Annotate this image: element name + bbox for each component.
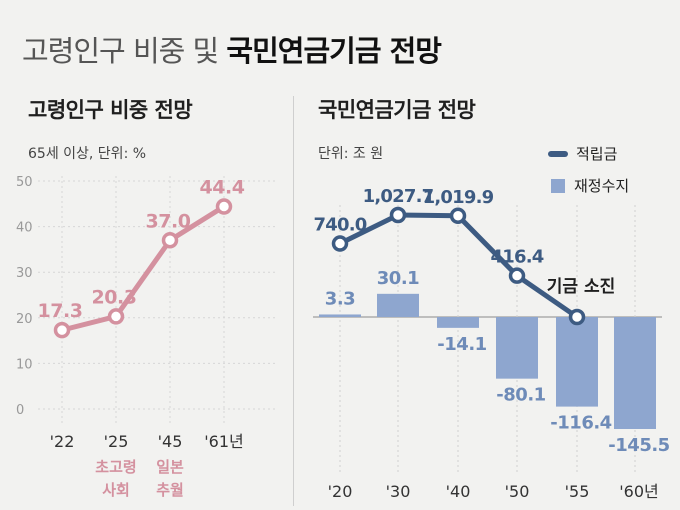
right-bar [556, 317, 598, 407]
right-xtick-label: '60년 [619, 482, 658, 501]
left-data-point [161, 232, 179, 249]
right-line-label: 1,027.7 [363, 186, 434, 207]
left-data-point [215, 198, 233, 215]
left-data-point [107, 308, 125, 325]
left-annotation: 일본 [156, 458, 184, 476]
left-data-label: 37.0 [146, 210, 191, 232]
right-bar-label: 3.3 [325, 288, 355, 309]
left-data-point [53, 321, 71, 339]
right-xtick-label: '55 [565, 482, 590, 501]
right-line-label: 416.4 [491, 247, 544, 268]
right-bar-label: -116.4 [550, 413, 611, 434]
right-data-point [389, 206, 407, 224]
left-annotation: 사회 [102, 481, 130, 499]
right-data-point [331, 235, 349, 252]
right-bar [377, 293, 419, 317]
left-ytick-label: 50 [16, 175, 33, 190]
left-xtick-label: '25 [104, 432, 129, 451]
legend-line-swatch [548, 150, 568, 157]
right-panel-unit: 단위: 조 원 [318, 146, 384, 162]
legend-bar-label: 재정수지 [574, 177, 630, 195]
left-panel-title: 고령인구 비중 전망 [28, 98, 193, 122]
left-xtick-label: '45 [158, 432, 183, 451]
left-ytick-label: 40 [16, 221, 33, 236]
right-bar [496, 317, 538, 379]
legend-item-bar: 재정수지 [548, 175, 629, 196]
left-data-label: 17.3 [38, 300, 83, 322]
left-series-line [61, 204, 226, 333]
right-data-point [449, 207, 467, 225]
main-title-light: 고령인구 비중 및 [22, 34, 219, 68]
right-bar-label: -80.1 [496, 385, 545, 406]
panel-divider [293, 96, 294, 506]
left-ytick-label: 0 [16, 403, 24, 418]
right-bar [437, 317, 479, 328]
right-bar-label: 30.1 [377, 268, 419, 289]
left-data-label: 44.4 [200, 177, 245, 199]
right-xtick-label: '30 [386, 482, 411, 501]
right-bar [319, 314, 361, 317]
right-panel-title: 국민연금기금 전망 [318, 98, 476, 122]
left-xtick-label: '61년 [204, 432, 243, 451]
left-annotation: 초고령 [95, 458, 136, 476]
right-bar-label: -14.1 [437, 334, 486, 355]
right-bar [614, 317, 656, 429]
left-annotation: 추월 [156, 481, 184, 499]
right-bar-label: -145.5 [608, 435, 669, 456]
legend-bar-swatch [551, 178, 565, 193]
left-xtick-label: '22 [50, 432, 75, 451]
legend-line-label: 적립금 [576, 145, 618, 163]
left-ytick-label: 20 [16, 312, 33, 327]
legend-item-line: 적립금 [548, 143, 617, 164]
left-panel-unit: 65세 이상, 단위: % [28, 146, 147, 162]
main-title-bold: 국민연금기금 전망 [226, 34, 442, 68]
main-title: 고령인구 비중 및 국민연금기금 전망 [22, 28, 442, 70]
right-annotation: 기금 소진 [547, 277, 615, 297]
left-data-label: 20.3 [92, 286, 137, 308]
right-line-label: 1,019.9 [423, 187, 494, 208]
right-data-point [508, 267, 526, 284]
right-xtick-label: '40 [446, 482, 471, 501]
right-data-point [568, 308, 586, 326]
right-xtick-label: '20 [328, 482, 353, 501]
right-line-label: 740.0 [314, 215, 367, 236]
left-ytick-label: 30 [16, 266, 33, 281]
left-ytick-label: 10 [16, 357, 33, 372]
right-xtick-label: '50 [505, 482, 530, 501]
